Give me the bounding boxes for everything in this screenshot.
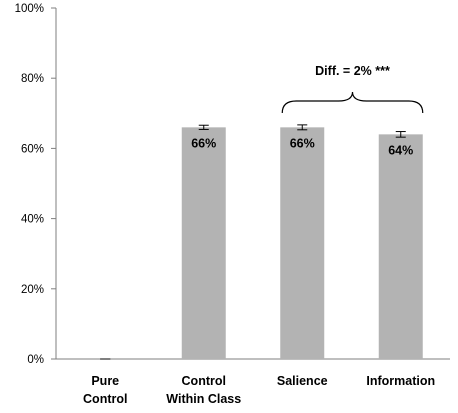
bar [181, 127, 226, 359]
x-tick-label: Control [182, 374, 226, 388]
y-axis-ticks: 0% 20% 40% 60% 80% 100% [15, 3, 56, 366]
y-tick-label: 20% [21, 284, 44, 296]
x-tick-label: Salience [277, 374, 328, 388]
y-tick-label: 80% [21, 73, 44, 85]
annotation-text: Diff. = 2% *** [315, 64, 390, 78]
x-tick-label: Pure [91, 374, 119, 388]
data-label: 66% [191, 136, 216, 150]
y-tick-label: 60% [21, 143, 44, 155]
x-axis-categories: Pure Control Control Within Class Salience In… [83, 374, 435, 406]
error-bars [100, 124, 406, 360]
bars [181, 127, 423, 359]
y-tick-label: 40% [21, 214, 44, 226]
data-label: 64% [388, 143, 413, 157]
y-tick-label: 100% [15, 3, 44, 15]
data-label: 66% [290, 136, 315, 150]
x-tick-label: Control [83, 392, 127, 406]
bar [378, 134, 423, 359]
bar [280, 127, 325, 359]
bracket [281, 91, 424, 114]
y-tick-label: 0% [27, 354, 44, 366]
data-labels: 66% 66% 64% [191, 136, 413, 157]
significance-annotation: Diff. = 2% *** [281, 64, 424, 114]
x-tick-label: Information [366, 374, 435, 388]
x-tick-label: Within Class [166, 392, 241, 406]
